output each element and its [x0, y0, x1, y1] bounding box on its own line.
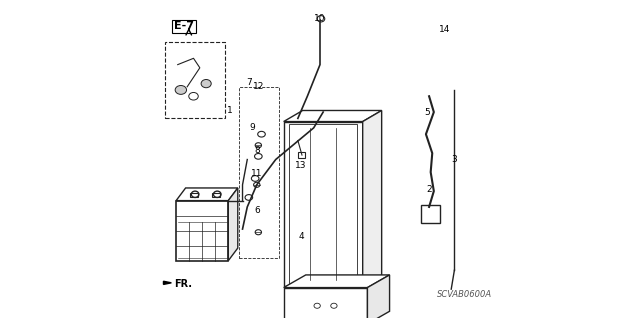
Bar [176, 201, 228, 261]
Text: 9: 9 [249, 123, 255, 132]
Text: SCVAB0600A: SCVAB0600A [437, 290, 492, 299]
Polygon shape [176, 188, 238, 201]
Text: 2: 2 [426, 185, 432, 194]
Text: 13: 13 [295, 161, 307, 170]
Ellipse shape [258, 131, 266, 137]
Bar [298, 152, 305, 158]
Polygon shape [228, 188, 238, 261]
Text: 5: 5 [425, 108, 430, 116]
Text: 4: 4 [298, 233, 304, 241]
Text: 6: 6 [254, 206, 260, 215]
Text: 10: 10 [314, 14, 326, 23]
Polygon shape [284, 110, 381, 122]
Text: E-7: E-7 [174, 21, 194, 32]
Bar [421, 205, 440, 223]
Bar [239, 87, 279, 257]
Text: 12: 12 [253, 82, 264, 91]
Ellipse shape [201, 79, 211, 88]
Polygon shape [367, 275, 390, 319]
Bar [165, 42, 225, 118]
Bar [284, 122, 363, 286]
Ellipse shape [245, 195, 253, 200]
Polygon shape [284, 275, 390, 287]
Text: 8: 8 [254, 145, 260, 154]
Ellipse shape [252, 176, 259, 181]
Text: 11: 11 [251, 169, 262, 178]
Bar [190, 193, 198, 197]
Polygon shape [163, 281, 172, 285]
Text: 14: 14 [439, 25, 451, 34]
Ellipse shape [255, 153, 262, 159]
Bar [212, 193, 220, 197]
Polygon shape [284, 287, 367, 319]
Text: FR.: FR. [174, 279, 192, 289]
Bar [289, 124, 357, 283]
Ellipse shape [175, 85, 186, 94]
Polygon shape [363, 110, 381, 286]
Text: 7: 7 [246, 78, 252, 86]
Text: 1: 1 [227, 106, 233, 115]
Text: 3: 3 [451, 155, 457, 164]
